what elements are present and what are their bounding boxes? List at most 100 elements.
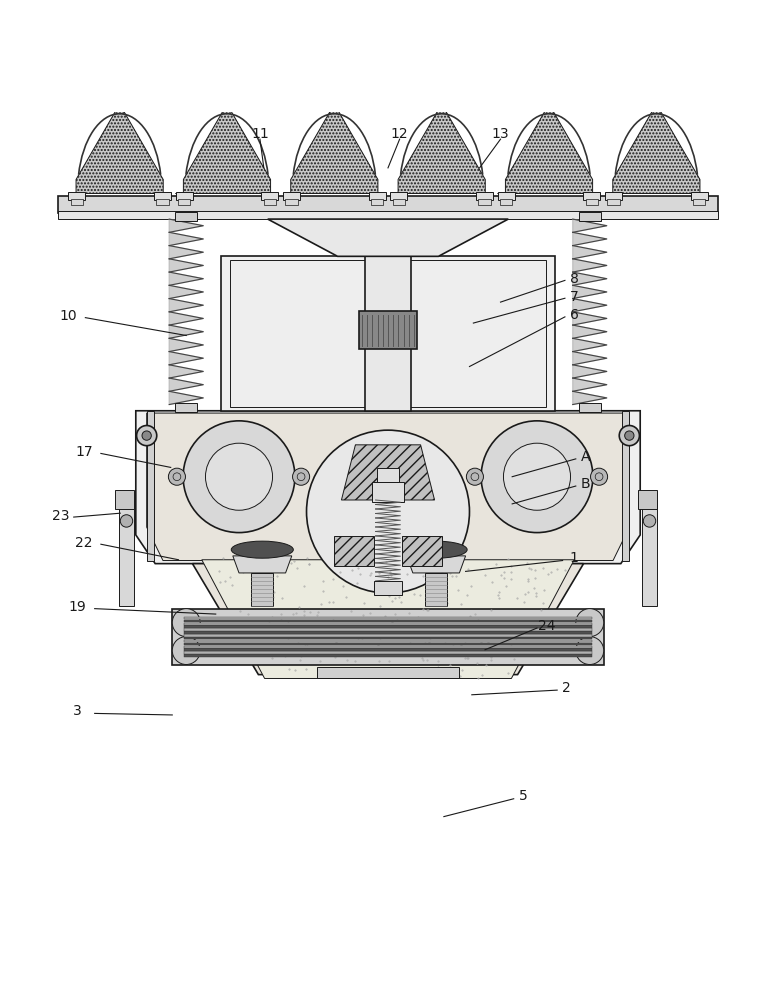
Bar (622, 411, 629, 561)
Polygon shape (136, 411, 640, 564)
Text: 22: 22 (75, 536, 92, 550)
Text: 10: 10 (60, 309, 77, 323)
Bar (642, 500, 657, 606)
Bar (377, 468, 399, 482)
Ellipse shape (576, 609, 604, 637)
Polygon shape (573, 365, 607, 378)
Polygon shape (573, 246, 607, 259)
Ellipse shape (405, 541, 467, 558)
Bar (184, 643, 592, 645)
Bar (68, 192, 85, 200)
Text: B: B (581, 477, 591, 491)
Bar (369, 192, 386, 200)
Polygon shape (605, 104, 700, 193)
Bar (221, 256, 555, 411)
Polygon shape (573, 352, 607, 365)
Text: 13: 13 (492, 127, 509, 141)
Ellipse shape (307, 430, 469, 593)
Bar (175, 192, 192, 200)
Polygon shape (283, 104, 378, 193)
Polygon shape (573, 259, 607, 272)
Bar (691, 192, 708, 200)
Polygon shape (169, 378, 203, 391)
Bar (393, 199, 405, 205)
Bar (184, 637, 592, 639)
Ellipse shape (206, 443, 272, 510)
Bar (156, 199, 168, 205)
Polygon shape (169, 391, 203, 405)
Text: 24: 24 (539, 619, 556, 633)
Bar (693, 199, 705, 205)
Polygon shape (169, 338, 203, 352)
Bar (365, 256, 411, 411)
Polygon shape (233, 556, 292, 573)
Bar (425, 573, 447, 606)
Bar (230, 260, 546, 407)
Polygon shape (402, 536, 442, 566)
Bar (608, 199, 620, 205)
Text: 1: 1 (570, 551, 579, 565)
Text: 3: 3 (73, 704, 82, 718)
Polygon shape (192, 564, 584, 675)
Text: 5: 5 (519, 789, 528, 803)
Ellipse shape (231, 541, 293, 558)
Ellipse shape (168, 468, 185, 485)
Bar (147, 411, 154, 561)
Bar (390, 192, 407, 200)
Polygon shape (147, 413, 629, 561)
Bar (184, 648, 592, 651)
Text: 2: 2 (562, 681, 571, 695)
Ellipse shape (293, 468, 310, 485)
Bar (283, 192, 300, 200)
Bar (184, 646, 592, 648)
Ellipse shape (619, 426, 639, 446)
Polygon shape (68, 104, 163, 193)
Ellipse shape (183, 421, 295, 533)
Text: 17: 17 (75, 445, 92, 459)
Ellipse shape (466, 468, 483, 485)
Ellipse shape (142, 431, 151, 440)
Polygon shape (334, 536, 374, 566)
Ellipse shape (643, 515, 656, 527)
Bar (175, 212, 197, 221)
Bar (584, 192, 601, 200)
Polygon shape (573, 232, 607, 246)
Ellipse shape (591, 468, 608, 485)
Polygon shape (169, 352, 203, 365)
Polygon shape (169, 232, 203, 246)
Polygon shape (573, 338, 607, 352)
Polygon shape (268, 219, 508, 256)
Polygon shape (169, 272, 203, 285)
Polygon shape (169, 312, 203, 325)
Bar (184, 625, 592, 628)
Polygon shape (573, 391, 607, 405)
Bar (71, 199, 83, 205)
Bar (476, 192, 493, 200)
Bar (184, 651, 592, 654)
Polygon shape (202, 560, 574, 678)
Bar (478, 199, 490, 205)
Bar (58, 196, 718, 213)
Polygon shape (169, 299, 203, 312)
Bar (184, 620, 592, 622)
Text: 6: 6 (570, 308, 579, 322)
Bar (251, 573, 273, 606)
Bar (178, 199, 190, 205)
Ellipse shape (120, 515, 133, 527)
Bar (317, 667, 459, 678)
Ellipse shape (504, 443, 570, 510)
Ellipse shape (481, 421, 593, 533)
Polygon shape (341, 445, 435, 500)
Bar (175, 403, 197, 412)
Ellipse shape (137, 426, 157, 446)
Bar (374, 581, 402, 595)
Bar (638, 490, 657, 509)
Bar (359, 311, 417, 349)
Polygon shape (169, 325, 203, 338)
Polygon shape (169, 219, 203, 232)
Polygon shape (573, 219, 607, 232)
Polygon shape (573, 378, 607, 391)
Polygon shape (573, 299, 607, 312)
Polygon shape (169, 259, 203, 272)
Bar (184, 631, 592, 634)
